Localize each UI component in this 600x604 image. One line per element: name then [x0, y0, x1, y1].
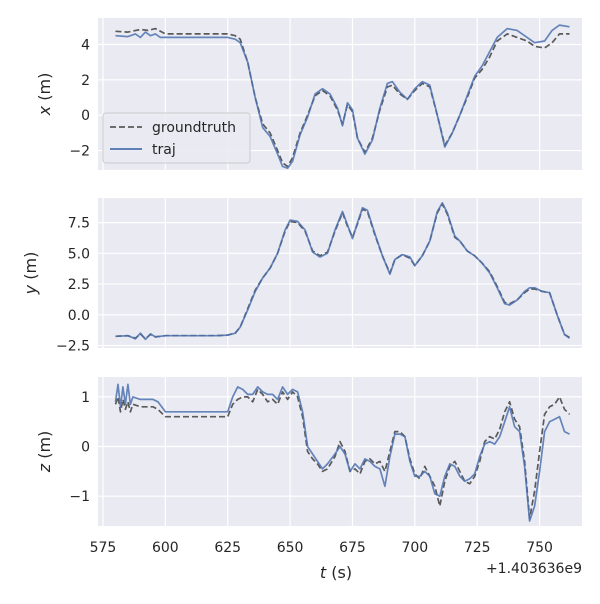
- legend-box: [102, 112, 251, 164]
- x-tick-label: 575: [90, 540, 117, 556]
- series-groundtruth: [114, 388, 571, 520]
- x-tick-label: 600: [152, 540, 179, 556]
- x-tick-label: 625: [214, 540, 241, 556]
- panel-background: [98, 377, 582, 526]
- y-tick-label: 0: [81, 440, 90, 456]
- x-tick-label: 700: [401, 540, 428, 556]
- y-tick-label: 5.0: [68, 246, 90, 262]
- y-tick-label: −1: [69, 489, 90, 505]
- x-tick-label: 725: [464, 540, 491, 556]
- x-axis-label: t (s): [320, 563, 352, 582]
- x-tick-label: 750: [526, 540, 553, 556]
- y-tick-label: 1: [81, 390, 90, 406]
- y-tick-label: 4: [81, 38, 90, 54]
- y-tick-label: 7.5: [68, 216, 90, 232]
- x-tick-label: 675: [339, 540, 366, 556]
- legend-label-traj: traj: [152, 142, 176, 158]
- legend-label-groundtruth: groundtruth: [152, 120, 236, 136]
- y-tick-label: −2.5: [56, 339, 90, 355]
- y-axis-label: x (m): [35, 73, 54, 117]
- x-tick-label: 650: [277, 540, 304, 556]
- series-traj: [115, 202, 571, 341]
- panel-y: −2.5 0.0 2.5 5.0 7.5 y (m): [21, 198, 582, 355]
- y-axis-label: z (m): [35, 431, 54, 474]
- y-tick-label: 2: [81, 73, 90, 89]
- y-tick-label: −2: [69, 144, 90, 160]
- y-tick-label: 2.5: [68, 277, 90, 293]
- x-offset-text: +1.403636e9: [486, 561, 582, 577]
- legend: groundtruth traj: [102, 112, 251, 164]
- series-traj: [115, 24, 570, 170]
- panel-z: −1 0 1 z (m): [35, 377, 582, 526]
- y-tick-label: 0.0: [68, 308, 90, 324]
- y-axis-label: y (m): [21, 252, 40, 296]
- series-traj: [114, 383, 570, 522]
- y-tick-label: 0: [81, 108, 90, 124]
